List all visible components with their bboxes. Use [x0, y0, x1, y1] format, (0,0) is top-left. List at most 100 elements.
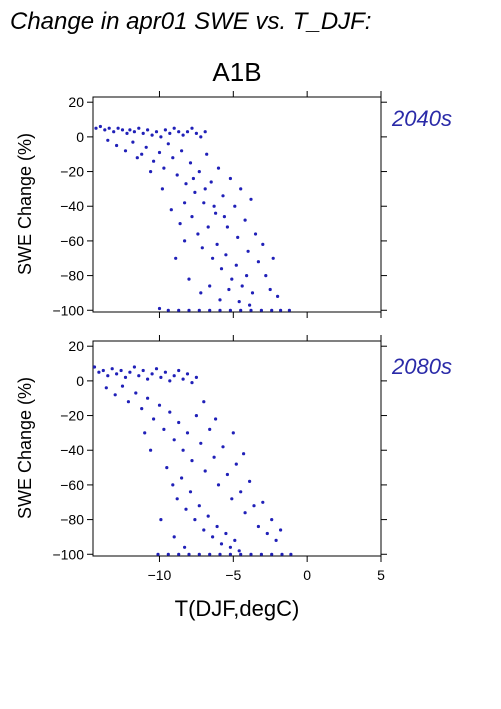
data-point: [219, 542, 224, 546]
scatter-points: [92, 365, 293, 556]
data-point: [120, 384, 125, 388]
data-point: [265, 531, 269, 536]
data-point: [264, 274, 268, 278]
data-point: [178, 222, 182, 226]
data-point: [104, 386, 108, 390]
data-point: [194, 414, 198, 418]
data-point: [180, 476, 184, 480]
data-point: [243, 218, 247, 222]
data-point: [157, 150, 162, 155]
data-point: [157, 403, 162, 407]
data-point: [185, 372, 190, 376]
data-point: [236, 235, 240, 239]
y-tick-label: −100: [52, 302, 84, 318]
data-point: [191, 176, 195, 181]
data-point: [149, 170, 153, 174]
data-point: [234, 462, 238, 466]
data-point: [203, 130, 207, 134]
data-point: [279, 528, 283, 532]
data-point: [190, 215, 194, 219]
data-point: [216, 483, 221, 487]
data-point: [248, 479, 252, 483]
data-point: [259, 552, 263, 556]
data-point: [112, 130, 116, 134]
data-point: [259, 308, 263, 312]
data-point: [193, 190, 197, 194]
data-point: [110, 367, 114, 371]
data-point: [123, 375, 128, 379]
data-point: [270, 518, 274, 522]
data-point: [224, 253, 228, 257]
data-point: [183, 239, 187, 243]
data-point: [168, 410, 172, 414]
panel-2080s: 20 0 −20 −40 −60 −80 −100 −10 −5 0 5 SWE Change (%…: [15, 335, 452, 583]
data-point: [107, 126, 111, 130]
data-point: [125, 131, 129, 135]
data-point: [218, 552, 222, 556]
data-point: [231, 431, 235, 435]
data-point: [188, 161, 193, 165]
data-point: [206, 514, 210, 518]
data-point: [149, 448, 153, 452]
data-point: [208, 427, 212, 431]
data-point: [199, 441, 203, 445]
data-point: [128, 128, 132, 132]
data-point: [250, 291, 255, 295]
data-point: [214, 211, 218, 215]
data-point: [140, 407, 144, 411]
data-point: [134, 391, 138, 395]
data-point: [274, 538, 278, 543]
data-point: [187, 308, 191, 312]
panel-2040s: 20 0 −20 −40 −60 −80 −100 SWE Change (%) 2040s: [15, 91, 452, 318]
data-point: [208, 552, 212, 556]
scatter-points: [94, 124, 291, 312]
data-point: [256, 260, 260, 264]
data-point: [154, 130, 159, 134]
data-point: [143, 431, 147, 435]
y-tick-label: −80: [60, 268, 84, 284]
data-point: [279, 308, 283, 312]
data-point: [157, 306, 162, 311]
data-point: [183, 201, 187, 205]
data-point: [221, 194, 225, 198]
data-point: [97, 370, 101, 374]
data-point: [162, 166, 166, 170]
data-point: [140, 152, 144, 156]
data-point: [222, 215, 226, 219]
data-point: [233, 538, 237, 543]
data-point: [228, 176, 232, 181]
data-point: [113, 393, 117, 397]
data-point: [175, 497, 179, 501]
data-point: [225, 225, 229, 229]
data-point: [166, 552, 170, 556]
data-point: [159, 375, 163, 379]
data-point: [123, 149, 128, 153]
period-label: 2080s: [391, 354, 452, 379]
data-point: [135, 156, 139, 160]
data-point: [208, 284, 212, 288]
data-point: [230, 277, 234, 281]
data-point: [166, 142, 170, 146]
data-point: [141, 131, 145, 135]
y-tick-label: −40: [60, 198, 84, 214]
data-point: [248, 303, 252, 307]
data-point: [181, 448, 185, 452]
data-point: [218, 308, 222, 312]
data-point: [219, 267, 224, 271]
data-point: [172, 438, 176, 442]
data-point: [185, 130, 190, 134]
data-point: [183, 545, 187, 549]
y-tick-label: −60: [60, 477, 84, 493]
data-point: [199, 135, 203, 139]
data-point: [187, 552, 191, 556]
data-point: [131, 140, 135, 144]
data-point: [212, 455, 216, 459]
data-point: [146, 377, 150, 381]
y-tick-label: −80: [60, 512, 84, 528]
data-point: [200, 246, 204, 250]
data-point: [268, 287, 272, 292]
period-label: 2040s: [391, 106, 452, 131]
data-point: [280, 552, 284, 556]
data-point: [126, 400, 130, 404]
